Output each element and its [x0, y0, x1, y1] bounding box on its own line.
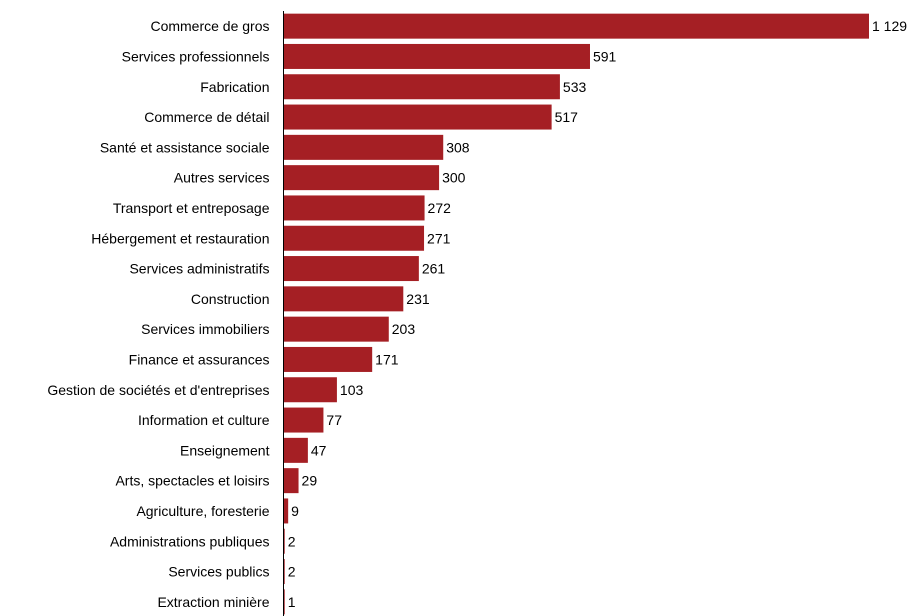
bar [283, 13, 869, 39]
category-label: Services professionnels [122, 48, 270, 64]
category-label: Extraction minière [157, 594, 269, 610]
data-label: 9 [291, 503, 299, 519]
bar [283, 286, 404, 312]
bar [283, 559, 285, 585]
bars-group [283, 13, 869, 615]
category-label: Agriculture, foresterie [136, 503, 269, 519]
data-label: 171 [375, 351, 399, 367]
data-label: 272 [428, 200, 452, 216]
bar [283, 498, 289, 524]
bar [283, 468, 299, 494]
category-label: Finance et assurances [129, 351, 270, 367]
bar [283, 528, 285, 554]
data-label: 77 [326, 412, 342, 428]
bar [283, 316, 389, 342]
category-label: Commerce de détail [144, 109, 269, 125]
bar [283, 407, 324, 433]
bar [283, 377, 337, 403]
category-label: Enseignement [180, 442, 270, 458]
data-label: 300 [442, 170, 466, 186]
data-label: 517 [555, 109, 579, 125]
data-label: 203 [392, 321, 416, 337]
category-label: Arts, spectacles et loisirs [115, 473, 269, 489]
bar [283, 589, 285, 615]
category-label: Fabrication [200, 79, 269, 95]
value-labels-group: 1 129 591 533 517 308 300 272 271 261 231 203 171 10… [288, 18, 908, 610]
bar [283, 437, 308, 463]
category-label: Autres services [174, 170, 270, 186]
category-label: Construction [191, 291, 270, 307]
bar [283, 74, 560, 100]
bar [283, 346, 373, 372]
category-label: Administrations publiques [110, 533, 270, 549]
data-label: 271 [427, 230, 451, 246]
category-label: Gestion de sociétés et d'entreprises [47, 382, 269, 398]
data-label: 533 [563, 79, 587, 95]
data-label: 261 [422, 261, 446, 277]
data-label: 591 [593, 48, 617, 64]
category-label: Information et culture [138, 412, 270, 428]
data-label: 103 [340, 382, 364, 398]
category-label: Commerce de gros [150, 18, 269, 34]
category-label: Services publics [168, 564, 269, 580]
bar [283, 165, 440, 191]
category-label: Santé et assistance sociale [100, 139, 270, 155]
category-label: Transport et entreposage [113, 200, 270, 216]
category-label: Services immobiliers [141, 321, 269, 337]
data-label: 2 [288, 533, 296, 549]
bar [283, 43, 590, 69]
data-label: 1 129 [872, 18, 907, 34]
bar [283, 225, 425, 251]
data-label: 47 [311, 442, 327, 458]
data-label: 29 [302, 473, 318, 489]
bar [283, 256, 419, 282]
category-label: Hébergement et restauration [91, 230, 269, 246]
bar [283, 104, 552, 130]
data-label: 231 [406, 291, 430, 307]
bar [283, 195, 425, 221]
category-labels-group: Commerce de gros Services professionnels F… [47, 18, 269, 610]
bar [283, 134, 444, 160]
category-label: Services administratifs [129, 261, 269, 277]
data-label: 1 [288, 594, 296, 610]
data-label: 308 [446, 139, 470, 155]
data-label: 2 [288, 564, 296, 580]
